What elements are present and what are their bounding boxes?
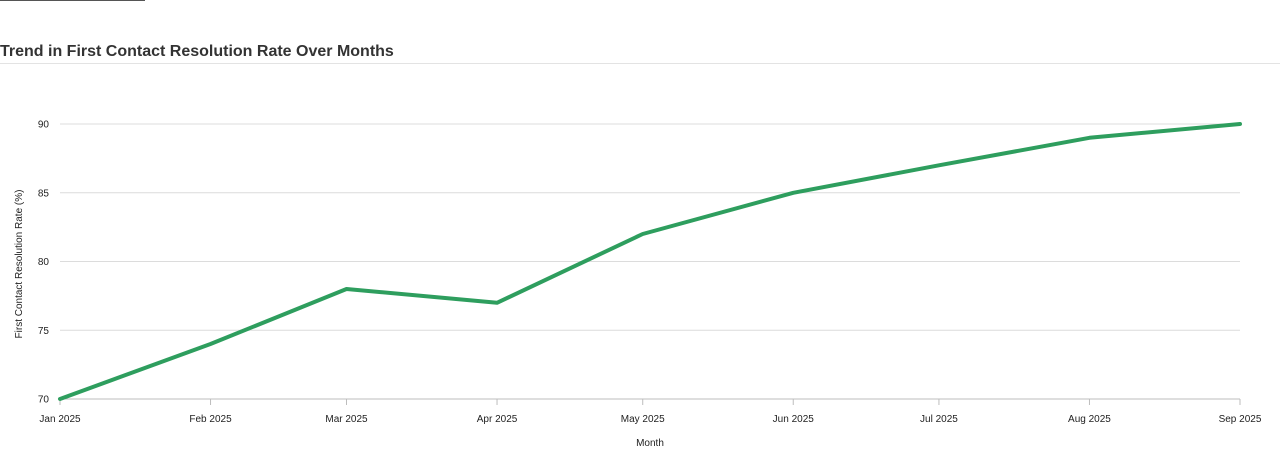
series-line — [58, 122, 1242, 401]
x-tick-label: Feb 2025 — [189, 414, 232, 425]
y-tick-label: 70 — [38, 395, 50, 406]
x-tick-label: Jun 2025 — [773, 414, 815, 425]
y-tick-label: 80 — [38, 257, 50, 268]
x-tick-label: Jul 2025 — [920, 414, 958, 425]
x-tick-label: Apr 2025 — [477, 414, 518, 425]
y-tick-label: 85 — [38, 188, 50, 199]
x-tick-label: Jan 2025 — [39, 414, 81, 425]
x-tick-label: Aug 2025 — [1068, 414, 1111, 425]
y-tick-label: 75 — [38, 326, 50, 337]
x-axis-label: Month — [636, 438, 664, 449]
y-tick-label: 90 — [38, 120, 50, 131]
x-tick-label: May 2025 — [621, 414, 665, 425]
x-axis-ticks: Jan 2025 Feb 2025 Mar 2025 Apr 2025 May 2025… — [39, 399, 1262, 425]
y-axis-ticks: 70 75 80 85 90 — [38, 120, 50, 406]
x-tick-label: Mar 2025 — [325, 414, 368, 425]
y-axis-label: First Contact Resolution Rate (%) — [14, 190, 25, 339]
gridlines — [60, 123, 1240, 331]
x-tick-label: Sep 2025 — [1219, 414, 1262, 425]
title-divider — [0, 63, 1280, 64]
chart-title: Trend in First Contact Resolution Rate O… — [0, 43, 394, 60]
top-divider — [0, 0, 145, 1]
